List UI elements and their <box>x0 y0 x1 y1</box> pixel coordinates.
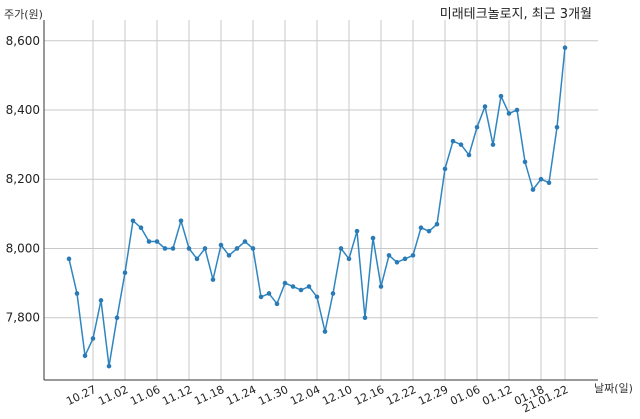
data-point <box>386 253 392 258</box>
data-point <box>370 235 376 241</box>
x-tick-label: 01.06 <box>448 383 482 408</box>
x-tick-label: 11.24 <box>224 383 258 408</box>
data-point <box>410 253 416 258</box>
data-point <box>530 187 536 192</box>
data-point <box>90 336 96 341</box>
data-point <box>522 159 528 165</box>
x-tick-label: 10.27 <box>64 383 98 408</box>
data-point <box>202 246 208 251</box>
data-point <box>98 298 104 303</box>
data-point <box>234 246 240 251</box>
y-tick-label: 8,200 <box>6 172 40 186</box>
y-tick-label: 8,600 <box>6 34 40 48</box>
x-tick-label: 11.06 <box>128 383 162 408</box>
data-point <box>194 256 200 262</box>
data-point <box>298 287 304 293</box>
data-point <box>562 45 568 50</box>
data-point <box>266 291 272 296</box>
data-point <box>442 166 448 172</box>
x-tick-label: 21.01.22 <box>520 383 570 415</box>
price-points <box>66 45 568 369</box>
data-point <box>354 228 360 234</box>
data-point <box>170 246 176 251</box>
data-point <box>114 315 120 320</box>
data-point <box>250 246 256 251</box>
data-point <box>346 256 352 262</box>
x-tick-label: 12.10 <box>320 383 354 408</box>
data-point <box>514 107 520 113</box>
x-tick-label: 11.12 <box>160 383 194 408</box>
data-point <box>154 239 160 244</box>
data-point <box>122 270 128 275</box>
data-point <box>186 246 192 251</box>
data-point <box>434 221 440 227</box>
data-point <box>274 301 280 307</box>
x-tick-labels: 10.2711.0211.0611.1211.1811.2411.3012.04… <box>64 383 570 415</box>
y-tick-label: 8,000 <box>6 241 40 255</box>
data-point <box>322 329 328 334</box>
grid-lines <box>44 20 598 380</box>
data-point <box>130 218 136 224</box>
data-point <box>218 242 224 248</box>
data-point <box>258 294 264 300</box>
y-tick-label: 7,800 <box>6 311 40 325</box>
data-point <box>402 256 408 262</box>
data-point <box>138 225 144 230</box>
x-tick-label: 11.02 <box>96 383 130 408</box>
data-point <box>146 239 152 244</box>
data-point <box>82 353 88 359</box>
data-point <box>338 246 344 251</box>
x-tick-label: 01.12 <box>480 383 514 408</box>
data-point <box>546 180 552 185</box>
data-point <box>178 218 184 224</box>
data-point <box>226 253 232 258</box>
data-point <box>554 125 560 130</box>
data-point <box>482 104 488 109</box>
data-point <box>162 246 168 251</box>
data-point <box>306 284 312 289</box>
y-axis-label: 주가(원) <box>4 8 43 21</box>
data-point <box>282 280 288 286</box>
data-point <box>498 93 504 99</box>
data-point <box>474 125 480 130</box>
data-point <box>426 228 432 234</box>
data-point <box>66 256 72 262</box>
data-point <box>538 176 544 182</box>
chart-title: 미래테크놀로지, 최근 3개월 <box>440 7 592 22</box>
data-point <box>242 239 248 244</box>
x-tick-label: 12.29 <box>416 383 450 408</box>
data-point <box>290 284 296 289</box>
x-tick-label: 11.30 <box>256 383 290 408</box>
data-point <box>378 284 384 289</box>
data-point <box>362 315 368 320</box>
data-point <box>314 294 320 300</box>
data-point <box>106 363 112 369</box>
data-point <box>74 291 80 296</box>
x-axis-label: 날짜(일) <box>594 381 633 395</box>
data-point <box>450 138 456 144</box>
data-point <box>458 142 464 147</box>
data-point <box>210 277 216 282</box>
y-tick-labels: 7,800 8,000 8,200 8,400 8,600 <box>6 34 40 325</box>
data-point <box>490 142 496 147</box>
y-tick-label: 8,400 <box>6 103 40 117</box>
data-point <box>506 111 512 116</box>
data-point <box>394 260 400 265</box>
x-tick-label: 11.18 <box>192 383 226 408</box>
data-point <box>418 225 424 230</box>
x-tick-label: 12.04 <box>288 383 322 408</box>
data-point <box>330 291 336 296</box>
x-tick-label: 12.16 <box>352 383 386 408</box>
data-point <box>466 152 472 158</box>
x-tick-label: 12.22 <box>384 383 418 408</box>
